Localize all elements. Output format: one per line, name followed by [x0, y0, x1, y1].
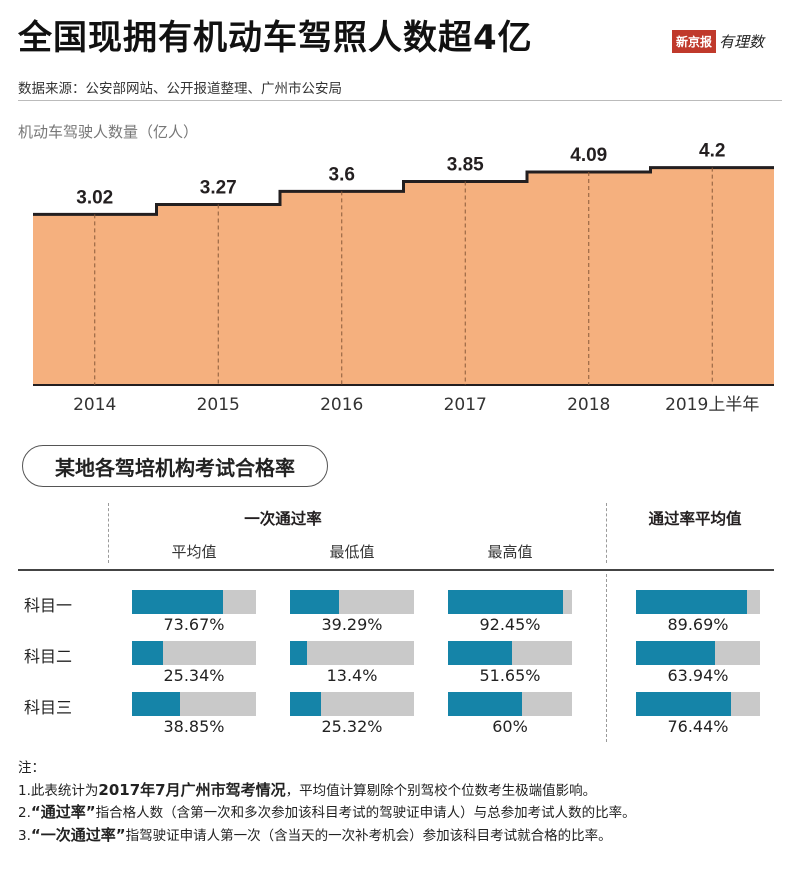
note-2: 2.“通过率”指合格人数（含第一次和多次参加该科目考试的驾驶证申请人）与总参加考…	[18, 803, 636, 821]
brand-logo: 新京报 有理数	[672, 29, 765, 53]
rate-bar-track	[448, 590, 572, 614]
rate-label: 73.67%	[163, 615, 225, 634]
column-header-avg: 平均值	[171, 543, 217, 561]
rate-bar-track	[448, 641, 572, 665]
section-title: 某地各驾培机构考试合格率	[22, 445, 328, 487]
data-label: 3.27	[200, 177, 237, 198]
rate-bar-fill	[290, 590, 339, 614]
x-tick-label: 2015	[197, 395, 240, 415]
area-fill	[33, 167, 774, 385]
rate-label: 89.69%	[667, 615, 729, 634]
rate-bar-fill	[132, 590, 224, 614]
rate-bar-track	[132, 641, 256, 665]
rate-bar-track	[290, 692, 414, 716]
data-label: 4.09	[570, 145, 607, 166]
data-label: 4.2	[699, 141, 725, 162]
rate-label: 51.65%	[479, 666, 541, 685]
rate-bar-track	[290, 590, 414, 614]
rate-bar-fill	[132, 641, 164, 665]
row-label: 科目三	[24, 698, 73, 717]
x-tick-label: 2017	[444, 395, 487, 415]
rate-label: 92.45%	[479, 615, 541, 634]
column-header-min: 最低值	[329, 543, 375, 561]
group-header-first-pass: 一次通过率	[244, 510, 322, 528]
data-label: 3.02	[76, 187, 113, 208]
rate-label: 25.34%	[163, 666, 225, 685]
rate-label: 63.94%	[667, 666, 729, 685]
rate-bar-track	[448, 692, 572, 716]
brand-name: 新京报	[672, 29, 717, 53]
data-label: 3.85	[447, 155, 484, 176]
rate-bar-fill	[448, 590, 563, 614]
rate-bar-fill	[132, 692, 181, 716]
rate-bar-track	[132, 692, 256, 716]
rate-bar-track	[636, 590, 760, 614]
note-3: 3.“一次通过率”指驾驶证申请人第一次（含当天的一次补考机会）参加该科目考试就合…	[18, 825, 612, 844]
column-header-max: 最高值	[487, 543, 533, 561]
rate-bar-fill	[636, 692, 731, 716]
rate-bar-track	[636, 641, 760, 665]
x-tick-label: 2019上半年	[665, 395, 759, 415]
data-label: 3.6	[329, 164, 355, 185]
rate-label: 25.32%	[321, 717, 383, 736]
x-tick-label: 2016	[320, 395, 363, 415]
rate-label: 60%	[492, 717, 528, 736]
rate-label: 13.4%	[326, 666, 378, 685]
rate-bar-track	[290, 641, 414, 665]
rate-bar-fill	[448, 641, 513, 665]
rate-bar-fill	[448, 692, 523, 716]
license-holders-chart: 3.02 2014 3.27 2015 3.6 2016 3.85 2017 4.09 2018 4…	[33, 141, 774, 415]
rate-label: 76.44%	[667, 717, 729, 736]
divider	[18, 569, 774, 571]
divider	[18, 100, 782, 101]
note-1: 1.此表统计为2017年7月广州市驾考情况，平均值计算剔除个别驾校个位数考生极端…	[18, 780, 597, 799]
data-source: 数据来源：公安部网站、公开报道整理、广州市公安局	[18, 81, 342, 97]
rate-bar-track	[636, 692, 760, 716]
row-label: 科目一	[24, 596, 73, 615]
area-outline	[33, 166, 774, 216]
chart-y-label: 机动车驾驶人数量（亿人）	[18, 123, 199, 141]
x-tick-label: 2014	[73, 395, 116, 415]
rate-bar-track	[132, 590, 256, 614]
page-title: 全国现拥有机动车驾照人数超4亿	[18, 18, 533, 58]
rate-bar-fill	[636, 641, 716, 665]
notes-head: 注：	[18, 760, 45, 776]
divider	[606, 503, 607, 563]
row-label: 科目二	[24, 647, 73, 666]
rate-label: 39.29%	[321, 615, 383, 634]
divider	[606, 574, 607, 742]
footnotes: 注： 1.此表统计为2017年7月广州市驾考情况，平均值计算剔除个别驾校个位数考…	[18, 758, 636, 847]
rate-bar-fill	[636, 590, 748, 614]
group-header-average: 通过率平均值	[648, 510, 742, 528]
divider	[108, 503, 109, 563]
x-tick-label: 2018	[567, 395, 610, 415]
brand-column: 有理数	[719, 32, 765, 51]
rate-label: 38.85%	[163, 717, 225, 736]
rate-bar-fill	[290, 692, 322, 716]
rate-bar-fill	[290, 641, 307, 665]
